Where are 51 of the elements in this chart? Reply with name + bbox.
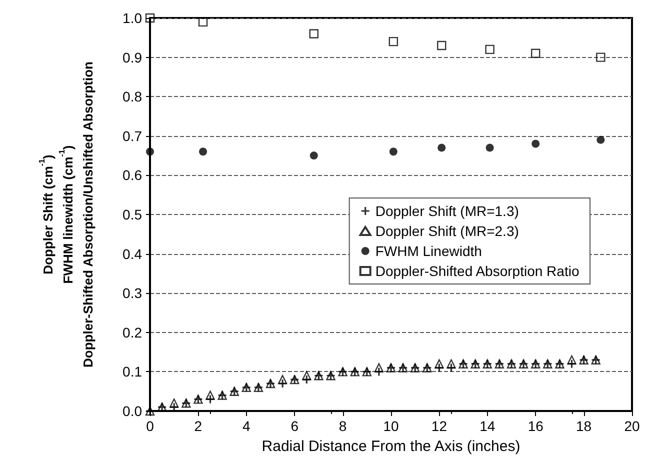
point xyxy=(531,48,540,58)
y-tick-label: 0.1 xyxy=(122,364,142,380)
point xyxy=(198,17,208,27)
x-tick-label: 2 xyxy=(194,418,202,434)
x-tick-label: 18 xyxy=(576,418,592,434)
y-tick-label: 0.6 xyxy=(122,167,142,184)
point xyxy=(485,44,494,54)
point xyxy=(438,144,446,152)
y-tick-label: 0.4 xyxy=(122,246,142,262)
point xyxy=(278,374,288,384)
point xyxy=(596,52,606,62)
point xyxy=(596,136,605,144)
point xyxy=(374,363,384,372)
legend-label: Doppler-Shifted Absorption Ratio xyxy=(375,263,580,279)
legend-label: Doppler Shift (MR=1.3) xyxy=(375,203,519,219)
point xyxy=(388,36,398,46)
point xyxy=(446,359,456,368)
point xyxy=(532,140,540,148)
y-tick-label: 1.0 xyxy=(122,10,142,26)
point xyxy=(146,148,154,156)
point xyxy=(486,144,494,152)
y-tick-label: 0.0 xyxy=(122,403,142,419)
y-tick-label: 0.2 xyxy=(122,324,142,340)
x-tick-label: 16 xyxy=(528,418,544,434)
x-tick-label: 0 xyxy=(146,418,154,434)
y-tick-label: 0.7 xyxy=(122,128,142,144)
point xyxy=(434,359,444,368)
x-tick-label: 20 xyxy=(624,418,640,434)
point xyxy=(437,40,446,50)
point xyxy=(170,398,179,408)
y-tick-label: 0.9 xyxy=(122,49,142,66)
x-tick-label: 12 xyxy=(431,418,448,434)
x-tick-label: 4 xyxy=(242,418,250,434)
point xyxy=(389,148,398,156)
x-tick-label: 10 xyxy=(383,418,399,434)
x-tick-label: 6 xyxy=(290,418,299,434)
legend-label: Doppler Shift (MR=2.3) xyxy=(375,223,519,239)
y-tick-label: 0.8 xyxy=(122,88,142,105)
legend-label: FWHM Linewidth xyxy=(375,243,482,259)
point xyxy=(145,13,155,23)
x-tick-label: 14 xyxy=(480,418,496,434)
point xyxy=(567,355,576,365)
point xyxy=(199,148,208,156)
x-tick-label: 8 xyxy=(338,418,347,434)
point xyxy=(309,29,318,38)
point xyxy=(310,152,318,160)
x-axis-title: Radial Distance From the Axis (inches) xyxy=(262,438,520,455)
point xyxy=(206,390,215,400)
y-tick-label: 0.5 xyxy=(122,206,142,222)
y-tick-label: 0.3 xyxy=(122,285,142,302)
point xyxy=(302,371,312,380)
